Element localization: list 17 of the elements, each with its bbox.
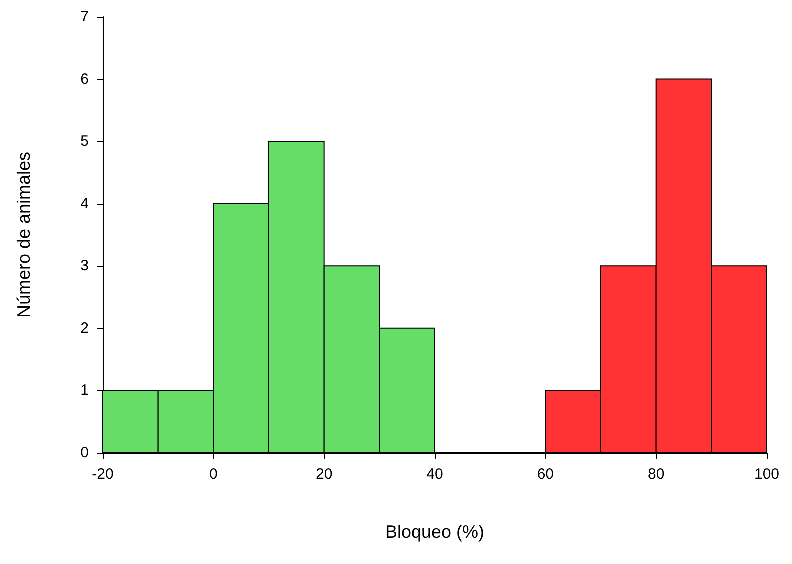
y-tick-label: 3 [80, 258, 89, 275]
x-axis-title: Bloqueo (%) [385, 522, 485, 542]
x-tick-label: 40 [426, 466, 444, 483]
x-tick-label: 0 [209, 466, 218, 483]
y-tick-label: 6 [80, 70, 89, 88]
y-tick-label: 2 [80, 320, 89, 337]
y-tick-label: 0 [80, 444, 89, 462]
x-tick-label: 100 [754, 466, 780, 483]
y-axis-title: Número de animales [14, 152, 34, 318]
x-tick-label: 80 [648, 466, 665, 483]
x-tick-label: 20 [316, 466, 333, 483]
y-tick-label: 7 [80, 8, 89, 26]
x-tick-label: -20 [92, 466, 114, 483]
x-tick-label: 60 [537, 466, 554, 483]
y-tick-label: 5 [80, 133, 89, 150]
y-tick-label: 4 [80, 195, 89, 212]
y-tick-label: 1 [80, 382, 89, 400]
